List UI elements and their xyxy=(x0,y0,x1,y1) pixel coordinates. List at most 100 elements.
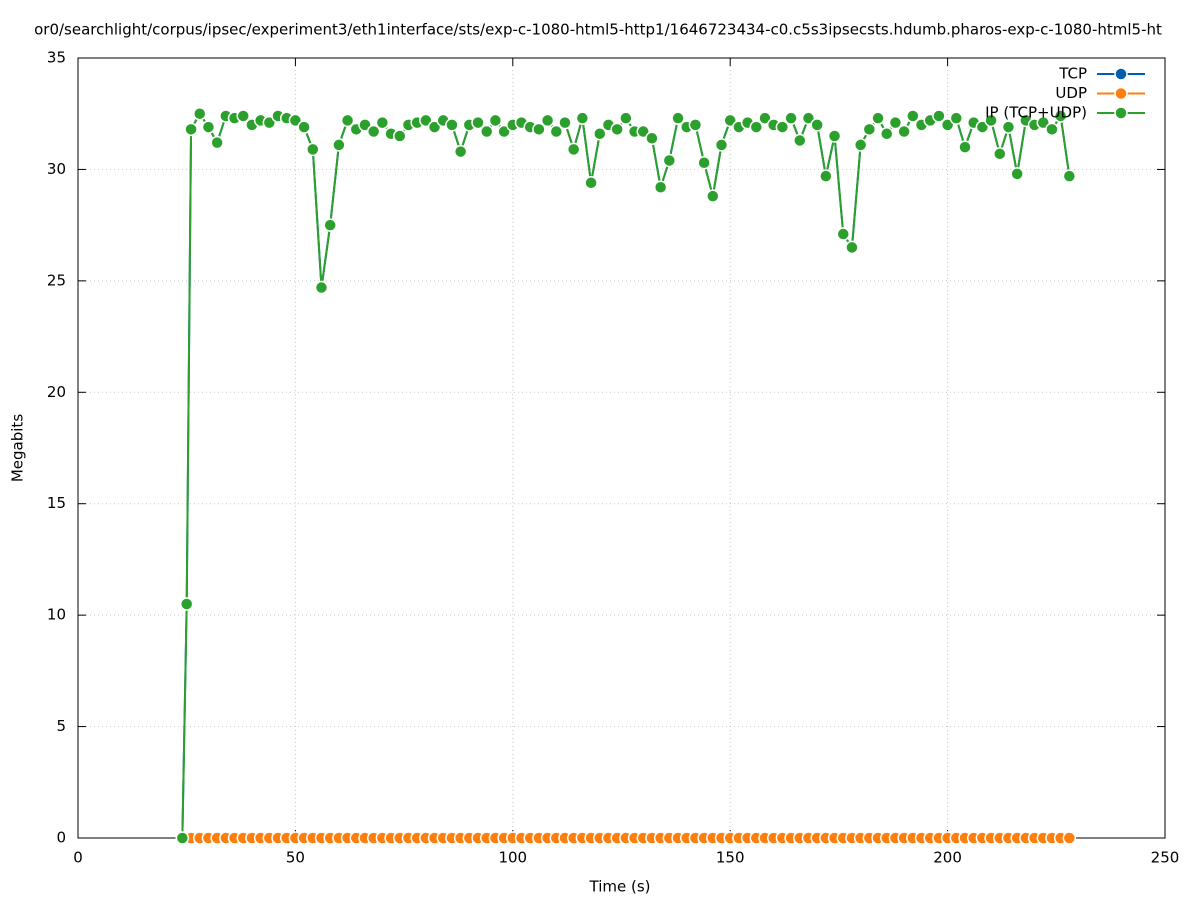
data-point xyxy=(714,138,729,152)
legend-marker xyxy=(1114,106,1128,120)
data-point xyxy=(288,113,303,128)
data-point xyxy=(784,111,798,125)
data-point xyxy=(445,118,459,132)
x-axis-label: Time (s) xyxy=(589,878,651,896)
data-point xyxy=(314,280,329,295)
data-point xyxy=(1062,831,1077,845)
data-point xyxy=(419,113,433,128)
data-point xyxy=(975,120,990,134)
data-point xyxy=(636,124,650,139)
data-point xyxy=(888,115,903,130)
data-point xyxy=(819,169,833,183)
y-tick-label: 35 xyxy=(47,49,66,67)
data-point xyxy=(984,113,998,128)
chart-title: or0/searchlight/corpus/ipsec/experiment3… xyxy=(34,21,1162,39)
data-point xyxy=(662,153,677,168)
data-point xyxy=(306,142,320,157)
x-tick-label: 250 xyxy=(1151,849,1180,867)
y-tick-label: 10 xyxy=(47,606,66,624)
data-point xyxy=(558,115,572,130)
y-tick-label: 30 xyxy=(47,160,66,178)
data-point xyxy=(179,597,194,611)
data-point xyxy=(906,109,920,123)
data-point xyxy=(175,831,190,845)
data-point xyxy=(723,113,737,128)
data-point xyxy=(566,142,581,157)
data-point xyxy=(332,138,346,152)
data-point xyxy=(619,111,633,125)
legend-marker xyxy=(1114,67,1128,81)
x-tick-label: 50 xyxy=(286,849,305,867)
data-point xyxy=(801,111,816,125)
data-point xyxy=(645,131,659,145)
data-point xyxy=(210,135,224,150)
data-point xyxy=(653,180,668,195)
data-point xyxy=(366,124,381,139)
data-point xyxy=(775,120,790,134)
data-point xyxy=(993,147,1007,161)
data-point xyxy=(706,189,720,203)
data-point xyxy=(1036,115,1051,130)
data-point xyxy=(549,124,564,139)
data-point xyxy=(532,122,546,137)
data-point xyxy=(879,127,894,141)
data-point xyxy=(836,227,850,241)
data-point xyxy=(1001,120,1016,134)
data-point xyxy=(479,124,494,139)
series-line xyxy=(181,111,1071,839)
y-axis-label: Megabits xyxy=(9,414,27,482)
data-point xyxy=(201,120,216,134)
data-point xyxy=(871,111,885,125)
data-point xyxy=(853,138,868,152)
data-point xyxy=(610,122,624,137)
data-point xyxy=(1062,169,1077,183)
plot-frame xyxy=(77,57,1166,839)
data-point xyxy=(375,115,390,130)
legend-label: IP (TCP+UDP) xyxy=(985,104,1087,122)
data-point xyxy=(488,113,503,128)
y-tick-label: 0 xyxy=(56,829,66,847)
data-point xyxy=(758,111,772,125)
data-point xyxy=(192,106,207,121)
data-point xyxy=(497,124,511,139)
legend-label: TCP xyxy=(1058,65,1087,83)
data-point xyxy=(393,129,407,143)
data-point xyxy=(1053,109,1068,123)
data-point xyxy=(593,127,607,141)
x-tick-label: 200 xyxy=(933,849,962,867)
y-tick-label: 5 xyxy=(56,717,66,735)
data-point xyxy=(749,120,764,134)
data-point xyxy=(897,124,911,139)
data-point xyxy=(323,218,337,232)
x-tick-label: 150 xyxy=(716,849,745,867)
data-point xyxy=(184,122,198,137)
y-tick-label: 20 xyxy=(47,383,66,401)
data-point xyxy=(584,176,598,190)
data-point xyxy=(940,118,955,132)
legend-label: UDP xyxy=(1055,84,1087,102)
data-point xyxy=(453,144,468,159)
y-tick-label: 25 xyxy=(47,271,66,289)
x-tick-label: 0 xyxy=(73,849,83,867)
data-point xyxy=(262,115,277,130)
data-point xyxy=(297,120,311,134)
series-line xyxy=(181,111,1071,839)
data-point xyxy=(932,109,946,123)
x-tick-label: 100 xyxy=(498,849,527,867)
data-point xyxy=(1010,167,1024,181)
y-tick-label: 15 xyxy=(47,494,66,512)
data-point xyxy=(949,111,964,125)
data-point xyxy=(688,118,703,132)
data-point xyxy=(575,111,590,125)
data-point xyxy=(958,140,972,154)
data-point xyxy=(793,133,807,148)
data-point xyxy=(845,240,859,255)
data-point xyxy=(427,120,442,134)
data-point xyxy=(340,113,355,128)
data-point xyxy=(358,118,372,132)
data-point xyxy=(671,111,685,125)
data-point xyxy=(697,155,711,170)
data-point xyxy=(540,113,555,128)
data-point xyxy=(1045,122,1059,137)
